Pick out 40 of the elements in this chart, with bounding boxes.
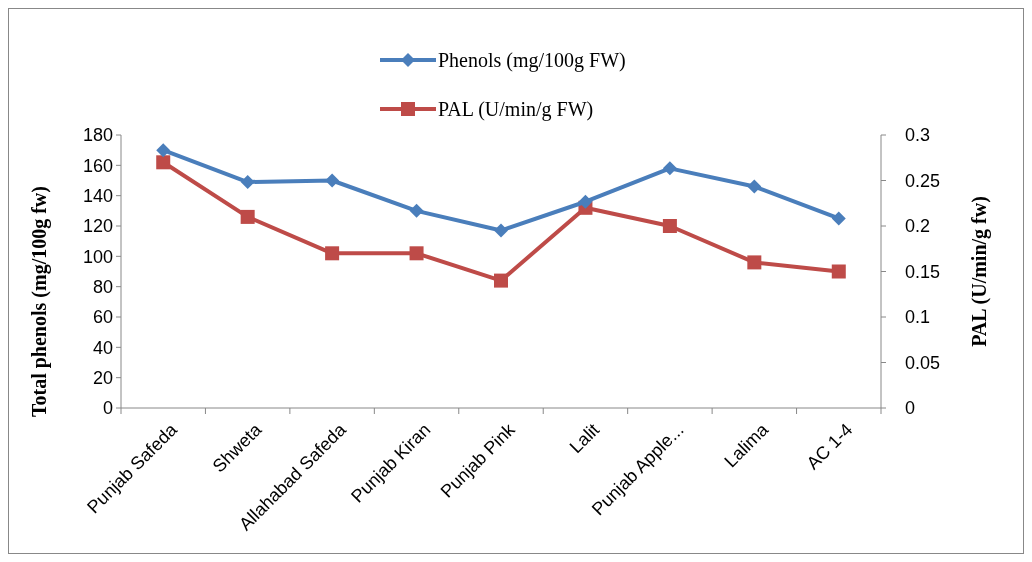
y2-tick-label: 0.3: [905, 125, 931, 146]
y2-tick-label: 0.05: [905, 352, 941, 373]
y-axis-title: Total phenols (mg/100g fw): [28, 186, 51, 417]
y-tick-label: 140: [82, 185, 113, 206]
y2-tick-label: 0.25: [905, 170, 941, 191]
point: [578, 194, 593, 209]
point: [494, 223, 508, 238]
point: [156, 143, 171, 158]
point: [240, 175, 255, 190]
y2-axis-title: PAL (U/min/g fw): [968, 196, 991, 347]
y2-tick-label: 0.15: [905, 261, 941, 282]
y2-tick-label: 0.1: [905, 307, 931, 328]
point: [325, 173, 340, 188]
legend-label: Phenols (mg/100g FW): [438, 49, 626, 72]
y-tick-label: 100: [82, 246, 113, 267]
x-tick-label: Lalit: [565, 419, 604, 458]
point: [156, 155, 171, 170]
y-tick-label: 160: [82, 155, 113, 176]
legend-label: PAL (U/min/g FW): [438, 98, 594, 121]
point: [662, 161, 677, 176]
point: [409, 246, 424, 261]
y-tick-label: 80: [92, 276, 113, 297]
y2-tick-label: 0.2: [905, 216, 931, 237]
point: [747, 255, 762, 270]
point: [240, 209, 255, 224]
point: [494, 273, 508, 288]
y-tick-label: 20: [92, 367, 113, 388]
point: [409, 203, 424, 218]
y2-tick-label: 0: [905, 398, 916, 419]
point: [325, 246, 340, 261]
point: [831, 211, 846, 226]
point: [662, 219, 677, 233]
point: [831, 264, 846, 279]
y-tick-label: 60: [92, 307, 113, 328]
y-tick-label: 180: [82, 125, 113, 146]
x-tick-label: AC 1-4: [802, 419, 857, 474]
y-tick-label: 120: [82, 216, 113, 237]
y-tick-label: 40: [92, 337, 113, 358]
y-tick-label: 0: [102, 398, 113, 419]
point: [747, 179, 762, 194]
